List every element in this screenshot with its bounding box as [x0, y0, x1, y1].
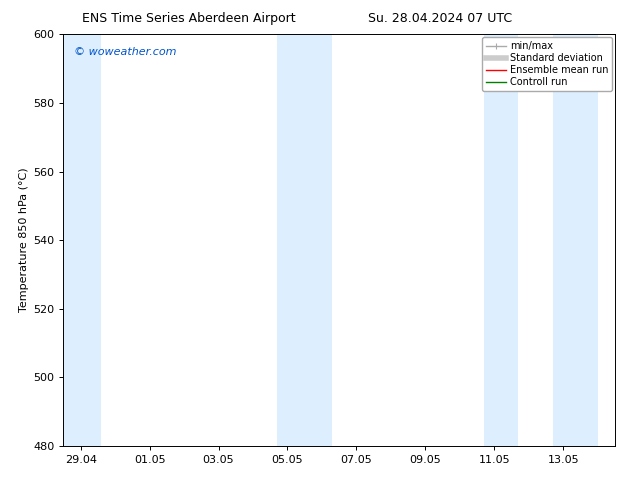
- Y-axis label: Temperature 850 hPa (°C): Temperature 850 hPa (°C): [19, 168, 29, 313]
- Bar: [63, 34, 101, 446]
- Bar: [553, 34, 598, 446]
- Text: © woweather.com: © woweather.com: [74, 47, 177, 57]
- Bar: [277, 34, 332, 446]
- Bar: [484, 34, 519, 446]
- Text: ENS Time Series Aberdeen Airport: ENS Time Series Aberdeen Airport: [82, 12, 296, 25]
- Text: Su. 28.04.2024 07 UTC: Su. 28.04.2024 07 UTC: [368, 12, 512, 25]
- Legend: min/max, Standard deviation, Ensemble mean run, Controll run: min/max, Standard deviation, Ensemble me…: [482, 37, 612, 91]
